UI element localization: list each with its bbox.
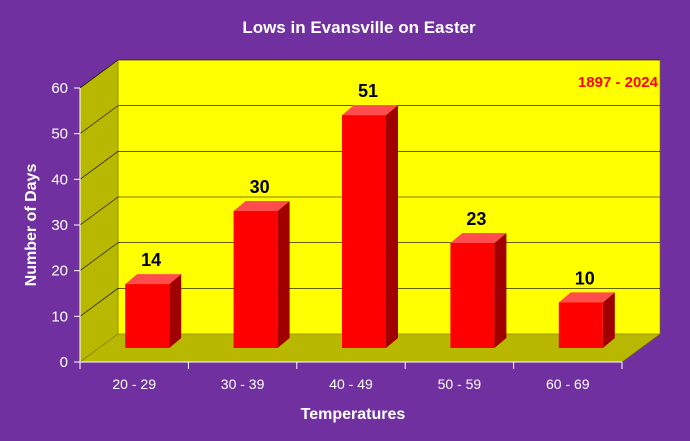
bar-side — [277, 201, 290, 348]
bar-top — [558, 292, 615, 303]
x-tick-label: 40 - 49 — [329, 376, 373, 392]
bar — [558, 292, 615, 348]
bar-front — [342, 115, 386, 348]
gridline — [79, 151, 660, 180]
y-tick-label: 50 — [51, 126, 68, 143]
bar-side — [494, 232, 507, 348]
y-axis-label: Number of Days — [23, 164, 40, 287]
y-tick-label: 20 — [51, 263, 68, 280]
y-axis-ticks: 0 10 20 30 40 50 60 — [51, 80, 81, 371]
x-tick-label: 30 - 39 — [221, 376, 265, 392]
bar-front — [125, 284, 170, 348]
data-label: 23 — [466, 209, 486, 229]
gridline — [79, 105, 660, 134]
y-tick-label: 0 — [60, 354, 68, 371]
data-label: 51 — [358, 81, 378, 101]
gridline — [79, 59, 660, 89]
y-tick-label: 40 — [51, 171, 68, 188]
data-labels: 14 30 51 23 10 — [141, 81, 595, 288]
bar-side — [386, 105, 398, 348]
bar-top — [450, 232, 507, 243]
chart-annotation: 1897 - 2024 — [578, 74, 659, 91]
bar-front — [450, 242, 495, 348]
gridline — [79, 196, 660, 226]
bars — [125, 105, 615, 348]
bar — [233, 201, 290, 348]
data-label: 30 — [250, 177, 270, 197]
bar — [450, 232, 507, 348]
y-tick-label: 60 — [51, 80, 68, 97]
x-axis-ticks: 20 - 29 30 - 39 40 - 49 50 - 59 60 - 69 — [79, 361, 623, 392]
y-tick-label: 10 — [51, 308, 68, 325]
x-axis-label: Temperatures — [301, 406, 406, 423]
bar-side — [602, 292, 615, 348]
bar — [125, 274, 182, 348]
data-label: 10 — [575, 268, 595, 288]
bar-top — [342, 105, 398, 116]
bar — [342, 105, 398, 348]
bar-front — [233, 211, 278, 348]
x-tick-label: 50 - 59 — [438, 376, 482, 392]
data-label: 14 — [141, 250, 161, 270]
bar-top — [233, 201, 290, 211]
chart-title: Lows in Evansville on Easter — [242, 18, 476, 37]
x-tick-label: 60 - 69 — [546, 376, 590, 392]
bar-top — [125, 274, 182, 285]
bar-side — [169, 274, 182, 348]
y-tick-label: 30 — [51, 217, 68, 234]
bar-front — [558, 302, 603, 348]
x-tick-label: 20 - 29 — [112, 376, 156, 392]
